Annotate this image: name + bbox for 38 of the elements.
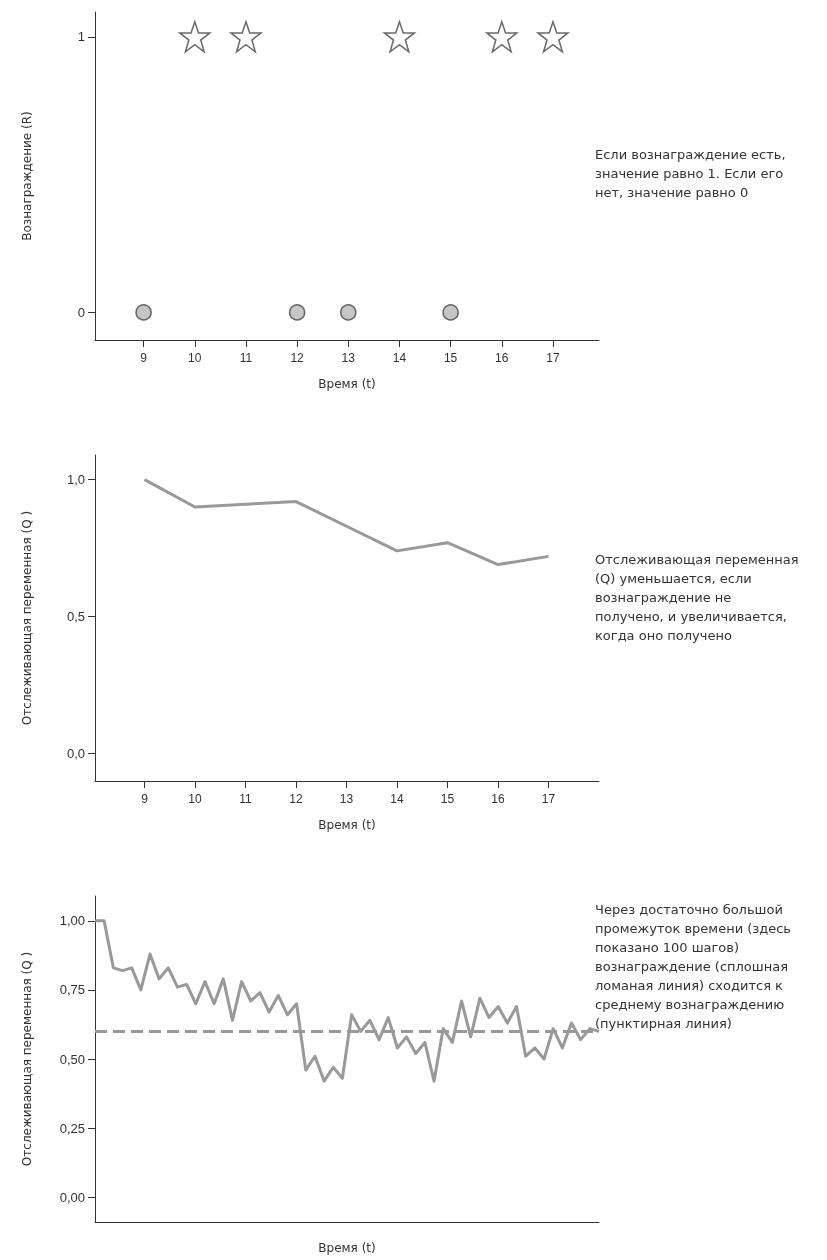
annotation: Если вознаграждение есть, значение равно 1. Если его нет, значение равно 0 (595, 146, 787, 202)
x-tick-label: 17 (546, 351, 560, 365)
x-tick-label: 16 (491, 792, 505, 806)
line-series (142, 478, 550, 567)
x-axis-title: Время (t) (318, 377, 376, 391)
y-axis-title: Отслеживающая переменная (Q ) (20, 951, 34, 1167)
x-tick-label: 14 (390, 792, 404, 806)
y-tick-label: 1,0 (66, 472, 85, 488)
y-tick-label: 0,5 (66, 609, 85, 625)
annotation: Через достаточно большой промежуток времени (здесь показано 100 шагов) вознаграждение (сплошная ломаная линия) сходится к среднему вознаграждению (пунктирная линия) (595, 901, 792, 1033)
x-tick-label: 13 (339, 792, 354, 806)
x-tick-label: 9 (140, 351, 148, 365)
y-tick-label: 0,25 (59, 1120, 85, 1136)
x-tick-label: 10 (188, 351, 202, 365)
y-tick-label: 0,0 (66, 746, 85, 762)
y-tick-label: 0,50 (59, 1051, 85, 1067)
y-tick-label: 0,75 (59, 982, 85, 998)
x-tick-label: 15 (440, 792, 455, 806)
x-axis-title: Время (t) (318, 1241, 376, 1255)
x-tick-label: 9 (141, 792, 149, 806)
x-tick-label: 12 (290, 351, 305, 365)
y-tick-label: 1,00 (59, 913, 85, 929)
x-tick-label: 14 (392, 351, 407, 365)
x-tick-label: 12 (289, 792, 303, 806)
annotation: Отслеживающая переменная (Q) уменьшается, если вознаграждение не получено, и увеличивается, когда оно получено (595, 551, 800, 645)
x-tick-label: 16 (495, 351, 509, 365)
y-axis-title: Вознаграждение (R) (20, 111, 34, 241)
x-tick-label: 15 (443, 351, 458, 365)
x-tick-label: 11 (239, 351, 253, 365)
x-tick-label: 10 (188, 792, 202, 806)
y-tick-label: 0,00 (59, 1189, 85, 1205)
x-tick-label: 17 (541, 792, 556, 806)
y-tick-label: 1 (77, 29, 85, 45)
x-tick-label: 13 (341, 351, 356, 365)
x-axis-title: Время (t) (318, 818, 376, 832)
x-tick-label: 11 (239, 792, 253, 806)
y-axis-title: Отслеживающая переменная (Q ) (20, 510, 34, 726)
y-tick-label: 0 (77, 304, 85, 320)
